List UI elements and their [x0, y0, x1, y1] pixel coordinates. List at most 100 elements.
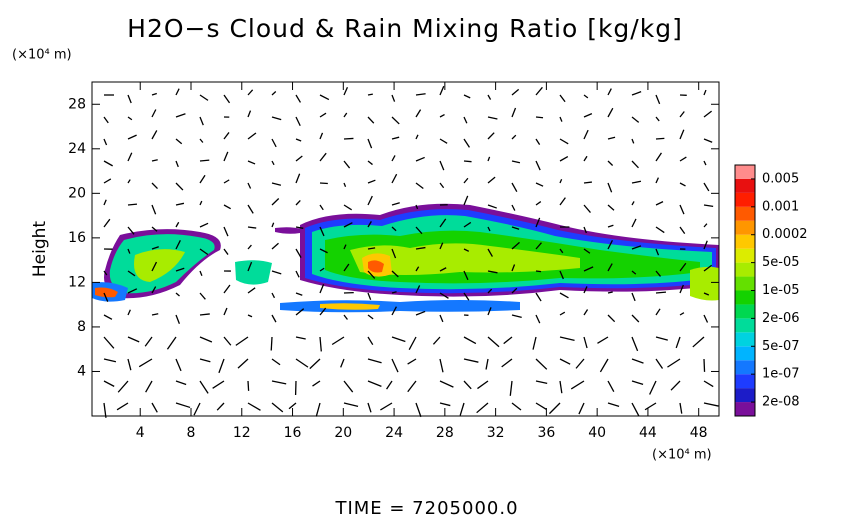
wind-vector: [103, 218, 111, 228]
wind-vector: [679, 226, 686, 235]
wind-vector: [367, 179, 376, 184]
wind-vector: [223, 94, 231, 104]
wind-vector: [199, 292, 206, 300]
wind-vector: [199, 270, 203, 277]
wind-vector: [477, 380, 489, 390]
wind-vector: [583, 266, 594, 272]
wind-vectors: [103, 85, 719, 418]
wind-vector: [212, 380, 225, 389]
y-unit: (×10⁴ m): [12, 48, 72, 63]
wind-vector: [391, 94, 396, 102]
wind-vector: [117, 380, 129, 393]
wind-vector: [331, 336, 345, 346]
wind-vector: [223, 132, 230, 140]
wind-vector: [439, 85, 445, 96]
wind-vector: [463, 116, 468, 124]
wind-vector: [127, 203, 138, 206]
wind-vector: [463, 292, 470, 301]
wind-vector: [487, 288, 493, 294]
wind-vector: [343, 86, 349, 96]
wind-vector: [655, 137, 665, 140]
wind-vector: [295, 199, 301, 206]
wind-vector: [487, 116, 498, 120]
wind-vector: [138, 358, 153, 368]
wind-vector: [103, 199, 107, 206]
wind-vector: [692, 336, 705, 348]
wind-vector: [607, 380, 615, 393]
y-tick-label: 4: [77, 363, 86, 379]
wind-vector: [703, 204, 714, 208]
wind-vector: [535, 380, 548, 384]
wind-vector: [319, 132, 324, 140]
wind-vector: [607, 136, 616, 140]
wind-vector: [415, 156, 425, 162]
wind-vector: [415, 310, 426, 316]
colorbar-swatch: [735, 234, 755, 249]
colorbar-label: 0.001: [762, 199, 799, 214]
wind-vector: [199, 159, 210, 162]
wind-vector: [631, 91, 642, 96]
colorbar-label: 1e-05: [762, 283, 800, 298]
wind-vector: [583, 94, 589, 99]
wind-vector: [175, 202, 185, 206]
wind-vector: [247, 132, 257, 140]
wind-vector: [703, 223, 708, 228]
wind-vector: [679, 129, 685, 140]
wind-vector: [271, 116, 282, 121]
wind-vector: [144, 336, 153, 347]
wind-vector: [386, 380, 393, 390]
wind-vector: [127, 179, 131, 184]
wind-vector: [511, 204, 516, 211]
wind-vector: [199, 380, 209, 394]
wind-vector: [223, 179, 230, 184]
wind-vector: [578, 402, 585, 415]
colorbar-swatch: [735, 374, 755, 389]
wind-vector: [391, 248, 397, 259]
wind-vector: [166, 336, 177, 350]
wind-vector: [655, 358, 664, 369]
wind-vector: [271, 270, 282, 275]
wind-vector: [175, 160, 179, 168]
wind-vector: [415, 226, 423, 235]
wind-vector: [509, 380, 513, 396]
wind-vector: [343, 314, 348, 320]
wind-vector: [116, 402, 129, 411]
wind-vector: [319, 248, 328, 254]
wind-vector: [607, 224, 614, 228]
wind-vector: [463, 380, 472, 390]
wind-vector: [487, 204, 497, 209]
wind-vector: [127, 309, 131, 316]
wind-vector: [343, 112, 348, 118]
wind-vector: [151, 313, 159, 316]
wind-vector: [439, 138, 448, 144]
wind-vector: [679, 204, 685, 215]
wind-vector: [583, 155, 588, 162]
wind-vector: [288, 402, 297, 410]
wind-vector: [247, 89, 254, 96]
wind-vector: [583, 113, 593, 118]
wind-vector: [343, 160, 351, 169]
wind-vector: [103, 178, 112, 184]
wind-vector: [631, 270, 637, 275]
wind-vector: [631, 138, 635, 144]
wind-vector: [271, 91, 277, 96]
wind-vector: [535, 358, 548, 370]
wind-vector: [415, 109, 422, 118]
wind-vector: [415, 246, 426, 250]
wind-vector: [151, 261, 158, 272]
wind-vector: [583, 129, 589, 140]
wind-vector: [511, 134, 517, 140]
wind-vector: [511, 160, 521, 164]
wind-vector: [511, 88, 520, 96]
wind-vector: [631, 292, 636, 302]
wind-vector: [679, 284, 684, 294]
x-tick-label: 8: [187, 425, 196, 441]
wind-vector: [535, 217, 541, 228]
wind-vector: [343, 182, 347, 187]
wind-vector: [432, 336, 441, 345]
wind-vector: [583, 226, 588, 234]
wind-vector: [151, 159, 158, 162]
wind-vector: [631, 402, 640, 417]
wind-vector: [655, 336, 668, 341]
colorbar-swatch: [735, 388, 755, 403]
